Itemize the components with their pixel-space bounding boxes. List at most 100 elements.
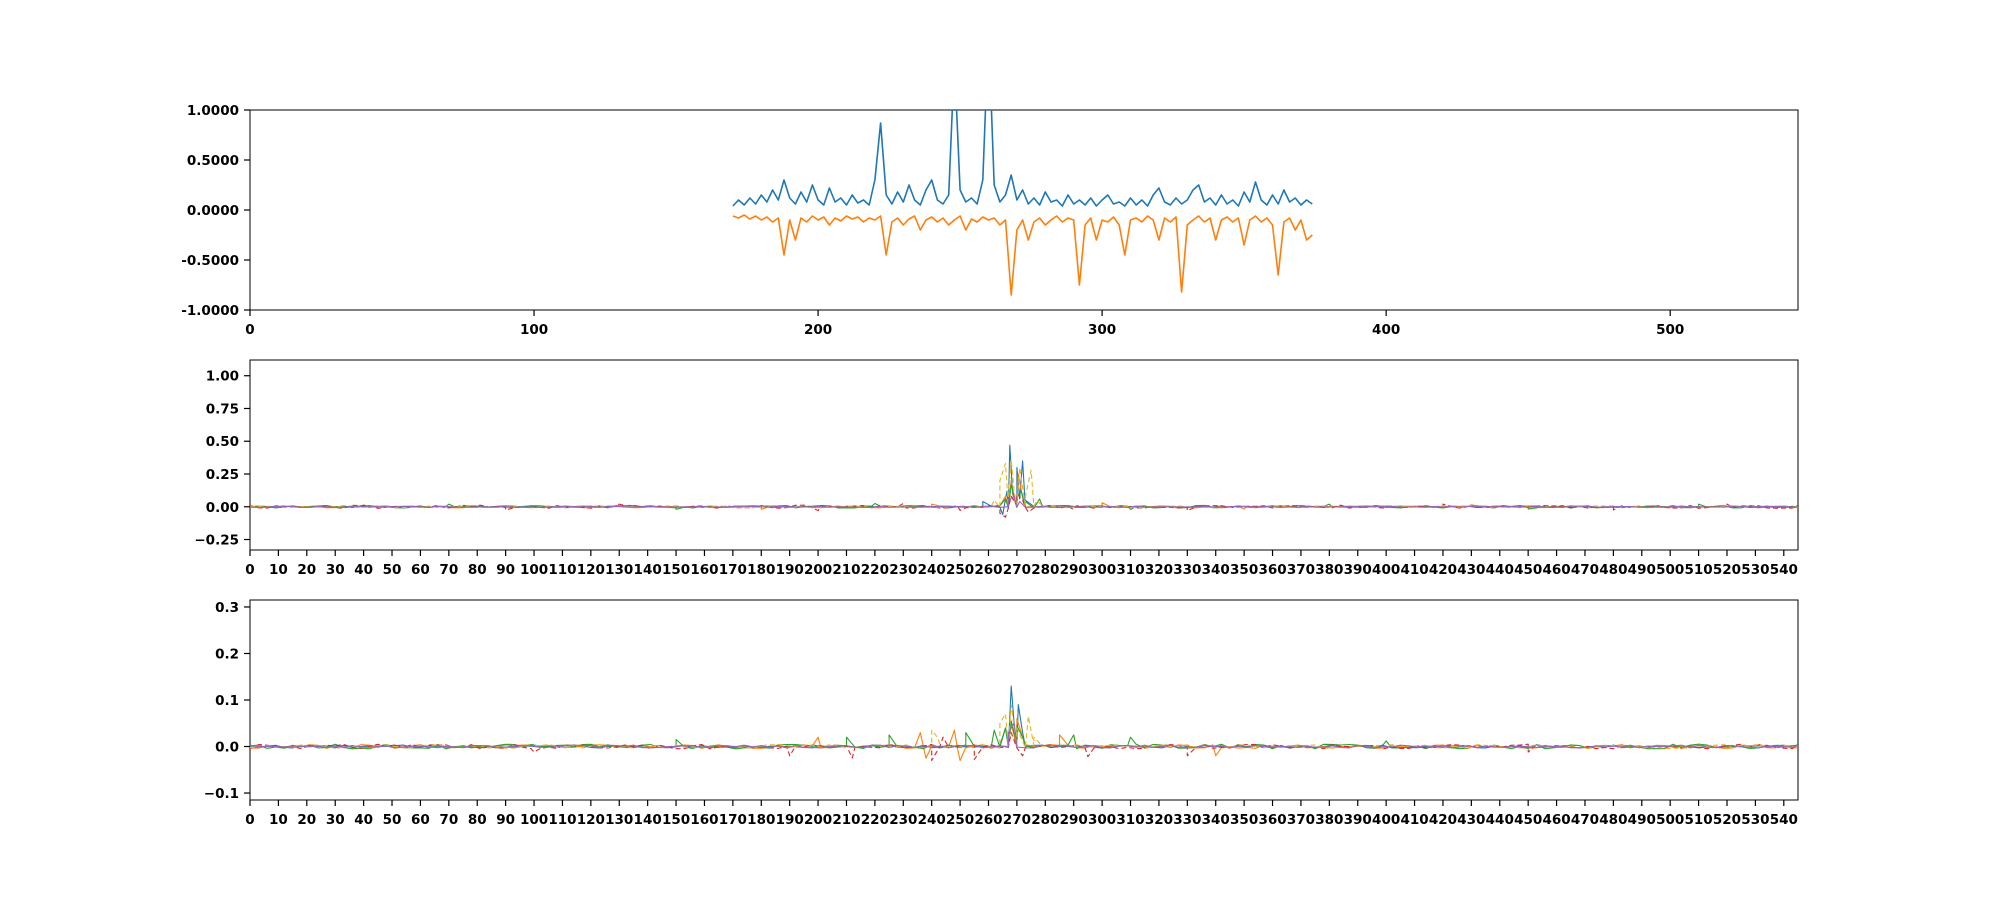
x-tick-label: 450 [1514, 562, 1542, 578]
x-tick-label: 370 [1287, 562, 1315, 578]
y-tick-label: 0.0 [215, 740, 239, 756]
x-tick-label: 160 [690, 812, 718, 828]
plot-frame [249, 109, 1799, 311]
x-tick-label: 510 [1684, 812, 1712, 828]
x-tick-label: 130 [605, 812, 633, 828]
x-tick-label: 100 [520, 562, 548, 578]
x-tick-label: 250 [946, 812, 974, 828]
y-tick-label: 1.00 [206, 369, 239, 385]
x-tick-label: 220 [861, 812, 889, 828]
x-tick-label: 170 [719, 812, 747, 828]
x-tick-label: 360 [1258, 812, 1286, 828]
x-tick-label: 230 [889, 562, 917, 578]
x-tick-label: 0 [245, 812, 254, 828]
x-tick-label: 450 [1514, 812, 1542, 828]
y-tick-label: -1.0000 [181, 303, 239, 319]
y-tick-label: 1.0000 [187, 103, 239, 119]
x-tick-label: 480 [1599, 812, 1627, 828]
x-tick-label: 80 [468, 812, 487, 828]
y-tick-label: 0.75 [206, 401, 239, 417]
x-tick-label: 500 [1656, 322, 1684, 338]
x-tick-label: 530 [1741, 562, 1769, 578]
x-tick-label: 540 [1770, 562, 1798, 578]
x-tick-label: 200 [804, 562, 832, 578]
x-tick-label: 50 [383, 812, 402, 828]
x-tick-label: 290 [1060, 562, 1088, 578]
x-tick-label: 190 [776, 562, 804, 578]
x-tick-label: 300 [1088, 322, 1116, 338]
x-tick-label: 100 [520, 322, 548, 338]
x-tick-label: 520 [1713, 562, 1741, 578]
y-tick-label: -0.5000 [181, 253, 239, 269]
series-purple-residual [250, 495, 1798, 508]
x-tick-label: 140 [634, 562, 662, 578]
x-tick-label: 350 [1230, 562, 1258, 578]
x-tick-label: 230 [889, 812, 917, 828]
x-tick-label: 390 [1344, 812, 1372, 828]
x-tick-label: 410 [1400, 562, 1428, 578]
y-tick-label: 0.2 [215, 646, 239, 662]
x-tick-label: 90 [496, 812, 515, 828]
x-tick-label: 250 [946, 562, 974, 578]
x-tick-label: 20 [297, 562, 316, 578]
x-tick-label: 120 [577, 562, 605, 578]
x-tick-label: 210 [832, 812, 860, 828]
x-tick-label: 390 [1344, 562, 1372, 578]
x-tick-label: 480 [1599, 562, 1627, 578]
plot-frame [249, 599, 1799, 801]
x-tick-label: 70 [439, 812, 458, 828]
x-tick-label: 420 [1429, 562, 1457, 578]
x-tick-label: 470 [1571, 562, 1599, 578]
x-tick-label: 20 [297, 812, 316, 828]
x-tick-label: 310 [1116, 562, 1144, 578]
x-tick-label: 70 [439, 562, 458, 578]
x-tick-label: 350 [1230, 812, 1258, 828]
x-tick-label: 30 [326, 812, 345, 828]
x-tick-label: 90 [496, 562, 515, 578]
x-tick-label: 260 [974, 562, 1002, 578]
plot-frame [249, 359, 1799, 551]
series-orange-negative-trace [732, 214, 1313, 296]
series-layer [732, 110, 1313, 296]
x-tick-label: 340 [1202, 812, 1230, 828]
y-tick-label: −0.25 [194, 533, 239, 549]
x-tick-label: 210 [832, 562, 860, 578]
y-tick-label: 0.25 [206, 467, 239, 483]
x-tick-label: 500 [1656, 562, 1684, 578]
x-tick-label: 130 [605, 562, 633, 578]
x-tick-label: 320 [1145, 562, 1173, 578]
x-tick-label: 260 [974, 812, 1002, 828]
x-tick-label: 60 [411, 562, 430, 578]
x-tick-label: 110 [548, 562, 576, 578]
x-tick-label: 150 [662, 562, 690, 578]
x-tick-label: 280 [1031, 562, 1059, 578]
x-tick-label: 300 [1088, 812, 1116, 828]
x-tick-label: 400 [1372, 562, 1400, 578]
x-tick-label: 150 [662, 812, 690, 828]
x-tick-label: 180 [747, 562, 775, 578]
subplot-1: 1.0000 0.5000 0.0000 -0.5000 -1.0000 0 100 200 3… [181, 103, 1799, 338]
x-tick-label: 420 [1429, 812, 1457, 828]
x-tick-label: 340 [1202, 562, 1230, 578]
x-tick-label: 490 [1628, 812, 1656, 828]
x-tick-label: 430 [1457, 562, 1485, 578]
x-tick-label: 440 [1486, 562, 1514, 578]
subplot-2: 1.00 0.75 0.50 0.25 0.00 −0.25 0 10 20 30 40 50 60 70… [194, 359, 1799, 578]
x-tick-label: 330 [1173, 812, 1201, 828]
x-tick-label: 40 [354, 812, 373, 828]
x-tick-label: 170 [719, 562, 747, 578]
x-tick-label: 270 [1003, 562, 1031, 578]
y-tick-label: 0.0000 [187, 203, 239, 219]
y-tick-label: 0.00 [206, 500, 239, 516]
x-tick-label: 440 [1486, 812, 1514, 828]
x-tick-label: 510 [1684, 562, 1712, 578]
series-blue-positive-trace [732, 110, 1313, 207]
series-layer [250, 444, 1798, 518]
x-tick-label: 40 [354, 562, 373, 578]
x-tick-label: 500 [1656, 812, 1684, 828]
x-tick-label: 10 [269, 562, 288, 578]
x-tick-label: 240 [918, 562, 946, 578]
x-tick-label: 490 [1628, 562, 1656, 578]
